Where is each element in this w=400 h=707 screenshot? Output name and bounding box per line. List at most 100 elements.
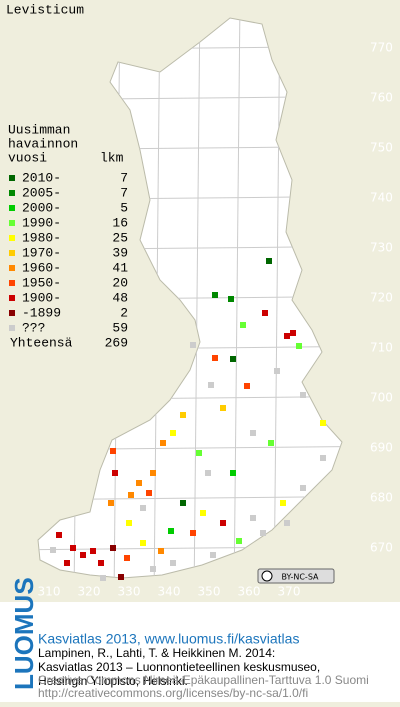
observation-dot — [168, 528, 174, 534]
observation-dot — [170, 560, 176, 566]
legend-swatch — [9, 205, 15, 211]
legend-swatch — [9, 265, 15, 271]
y-grid-label: 700 — [370, 391, 393, 405]
legend-swatch — [9, 325, 15, 331]
legend-label: 2010- — [22, 170, 61, 185]
observation-dot — [190, 342, 196, 348]
observation-dot — [205, 470, 211, 476]
observation-dot — [230, 356, 236, 362]
legend-count: 39 — [112, 245, 128, 260]
legend-swatch — [9, 295, 15, 301]
x-grid-label: 310 — [38, 585, 61, 599]
grid-line — [193, 18, 201, 578]
y-grid-label: 760 — [370, 91, 393, 105]
legend-label: 2000- — [22, 200, 61, 215]
footer-link: Kasviatlas 2013, www.luomus.fi/kasviatla… — [38, 631, 299, 647]
citation-line: Lampinen, R., Lahti, T. & Heikkinen M. 2… — [38, 646, 275, 660]
observation-dot — [296, 343, 302, 349]
observation-dot — [140, 540, 146, 546]
y-grid-label: 770 — [370, 41, 393, 55]
citation-line: Kasviatlas 2013 – Luonnontieteellinen ke… — [38, 660, 320, 674]
grid-line — [273, 18, 281, 578]
observation-dot — [128, 492, 134, 498]
observation-dot — [140, 505, 146, 511]
legend-label: -1899 — [22, 305, 61, 320]
observation-dot — [170, 430, 176, 436]
legend-label: 1900- — [22, 290, 61, 305]
legend-label: 1970- — [22, 245, 61, 260]
observation-dot — [262, 310, 268, 316]
badge-text: BY-NC-SA — [281, 573, 319, 582]
legend-label: 1990- — [22, 215, 61, 230]
y-grid-label: 740 — [370, 191, 393, 205]
legend-header: vuosi — [8, 150, 47, 165]
observation-dot — [290, 330, 296, 336]
x-grid-label: 370 — [278, 585, 301, 599]
legend-count: 7 — [120, 170, 128, 185]
legend-swatch — [9, 235, 15, 241]
observation-dot — [284, 333, 290, 339]
legend-header: Uusimman — [8, 122, 70, 137]
x-grid-label: 340 — [158, 585, 181, 599]
observation-dot — [126, 520, 132, 526]
legend-swatch — [9, 220, 15, 226]
y-grid-label: 750 — [370, 141, 393, 155]
legend-label: 1980- — [22, 230, 61, 245]
observation-dot — [220, 405, 226, 411]
observation-dot — [124, 555, 130, 561]
legend-count: 25 — [112, 230, 128, 245]
observation-dot — [230, 470, 236, 476]
observation-dot — [150, 470, 156, 476]
observation-dot — [64, 560, 70, 566]
title: Levisticum — [6, 2, 84, 17]
observation-dot — [56, 532, 62, 538]
observation-dot — [180, 412, 186, 418]
legend-total-label: Yhteensä — [10, 335, 73, 350]
x-grid-label: 330 — [118, 585, 141, 599]
legend-label: ??? — [22, 320, 45, 335]
grid-line — [233, 18, 241, 578]
observation-dots — [50, 258, 326, 581]
observation-dot — [266, 258, 272, 264]
observation-dot — [146, 490, 152, 496]
y-grid-label: 680 — [370, 491, 393, 505]
observation-dot — [300, 392, 306, 398]
y-grid-label: 730 — [370, 241, 393, 255]
observation-dot — [280, 500, 286, 506]
observation-dot — [80, 552, 86, 558]
x-grid-label: 350 — [198, 585, 221, 599]
observation-dot — [236, 538, 242, 544]
y-grid-label: 690 — [370, 441, 393, 455]
x-grid-label: 320 — [78, 585, 101, 599]
observation-dot — [274, 368, 280, 374]
observation-dot — [228, 296, 234, 302]
observation-dot — [284, 520, 290, 526]
observation-dot — [110, 545, 116, 551]
logo: LUOMUS — [9, 577, 39, 690]
observation-dot — [260, 530, 266, 536]
observation-dot — [50, 547, 56, 553]
observation-dot — [118, 574, 124, 580]
legend-swatch — [9, 190, 15, 196]
x-grid-label: 360 — [238, 585, 261, 599]
legend-header: havainnon — [8, 136, 78, 151]
observation-dot — [190, 530, 196, 536]
observation-dot — [90, 548, 96, 554]
observation-dot — [108, 500, 114, 506]
legend-count: 5 — [120, 200, 128, 215]
observation-dot — [268, 440, 274, 446]
observation-dot — [150, 566, 156, 572]
footer-background — [0, 602, 400, 702]
legend-count: 16 — [112, 215, 128, 230]
observation-dot — [250, 515, 256, 521]
observation-dot — [70, 545, 76, 551]
observation-dot — [300, 485, 306, 491]
observation-dot — [136, 480, 142, 486]
legend-swatch — [9, 175, 15, 181]
observation-dot — [196, 450, 202, 456]
legend-label: 1950- — [22, 275, 61, 290]
observation-dot — [158, 548, 164, 554]
observation-dot — [212, 292, 218, 298]
